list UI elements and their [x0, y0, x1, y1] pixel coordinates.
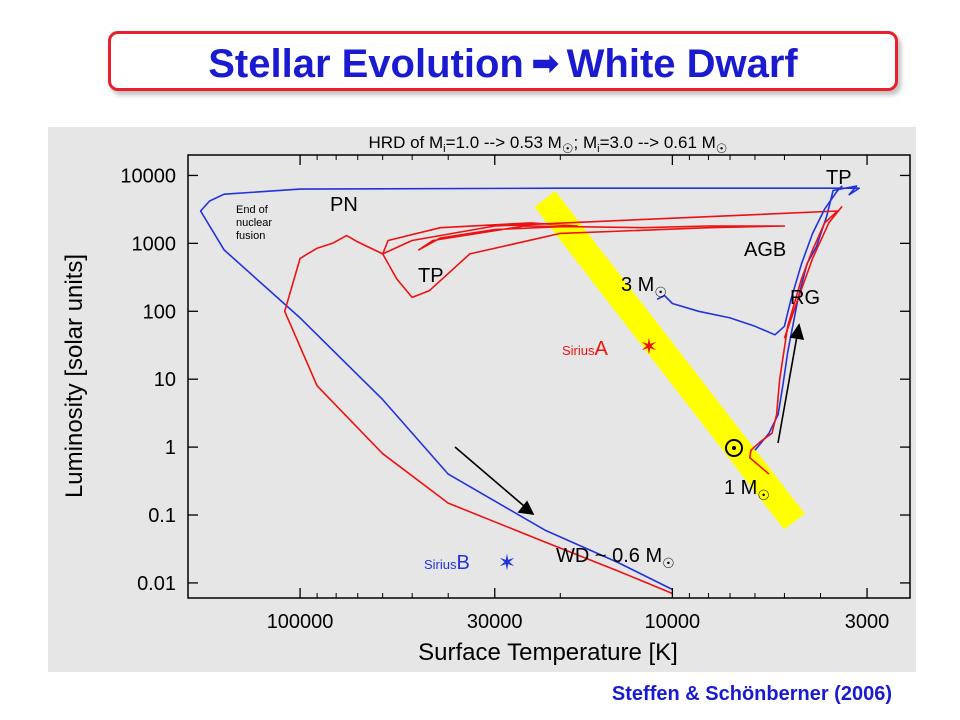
y-tick-label: 0.1 — [148, 505, 176, 527]
cooling-arrowhead — [517, 500, 535, 516]
track-line-3 — [656, 185, 843, 336]
label-pn: PN — [330, 194, 358, 216]
sirius-b-star-icon: ✶ — [498, 550, 516, 575]
label-tp-mid: TP — [418, 265, 444, 287]
track-line-4 — [783, 205, 843, 339]
x-tick-label: 10000 — [645, 611, 701, 633]
x-axis-label: Surface Temperature [K] — [418, 639, 678, 666]
slide-title: Stellar Evolution ➡ White Dwarf — [111, 42, 895, 87]
label-wd: WD ~ 0.6 M☉ — [556, 545, 675, 571]
arrow-right-icon: ➡ — [531, 45, 559, 81]
title-box: Stellar Evolution ➡ White Dwarf — [108, 31, 898, 91]
x-tick-label: 30000 — [467, 611, 523, 633]
label-end-nuclear-1: End of — [236, 204, 269, 216]
citation: Steffen & Schönberner (2006) — [611, 683, 892, 705]
plot-frame — [187, 154, 911, 599]
y-tick-label: 1 — [165, 437, 176, 459]
giant-branch-arrow — [777, 335, 798, 444]
label-sirius-a: SiriusA — [562, 338, 609, 360]
y-tick-label: 0.01 — [137, 573, 176, 595]
label-end-nuclear-2: nuclear — [236, 217, 272, 229]
cooling-arrow — [454, 446, 525, 507]
plot-panel — [48, 127, 916, 672]
track-line-2 — [283, 210, 839, 595]
y-tick-label: 100 — [143, 301, 176, 323]
y-tick-label: 10 — [154, 369, 176, 391]
title-right: White Dwarf — [566, 42, 798, 86]
label-agb: AGB — [744, 239, 786, 261]
label-3msun: 3 M☉ — [621, 274, 667, 300]
x-tick-label: 100000 — [267, 611, 334, 633]
x-tick-label: 3000 — [845, 611, 890, 633]
title-left: Stellar Evolution — [208, 42, 524, 86]
label-rg: RG — [790, 287, 820, 309]
label-1msun: 1 M☉ — [724, 477, 770, 503]
sirius-a-star-icon: ✶ — [640, 334, 658, 359]
sun-symbol-icon — [725, 439, 743, 457]
label-sirius-b: SiriusB — [424, 552, 470, 574]
label-tp-top: TP — [826, 167, 852, 189]
giant-branch-arrowhead — [789, 323, 805, 340]
main-sequence-band — [534, 191, 805, 530]
y-tick-label: 10000 — [120, 165, 176, 187]
y-axis-label: Luminosity [solar units] — [61, 254, 88, 498]
chart-title: HRD of Mi=1.0 --> 0.53 M☉; Mi=3.0 --> 0.… — [369, 133, 728, 156]
label-end-nuclear-3: fusion — [236, 230, 265, 242]
y-tick-label: 1000 — [132, 233, 177, 255]
track-line-1 — [199, 185, 860, 591]
